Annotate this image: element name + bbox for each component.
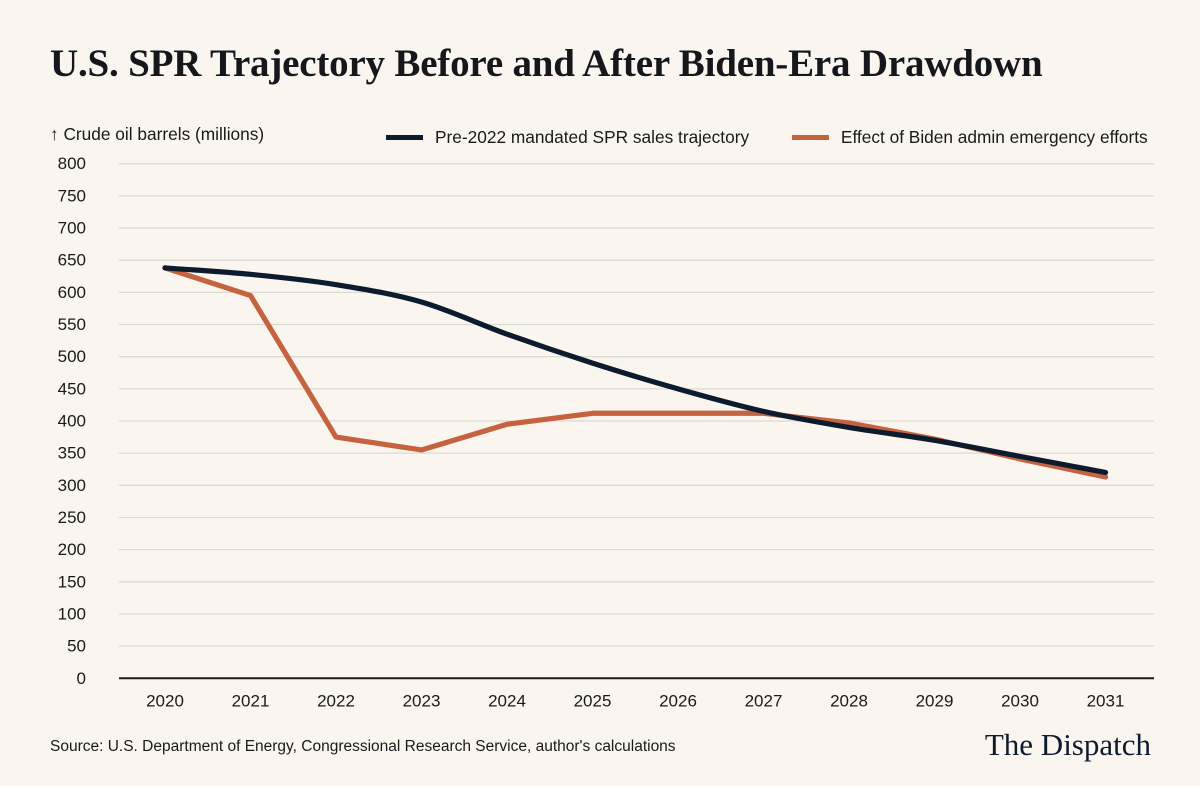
svg-text:2023: 2023 bbox=[403, 691, 441, 710]
svg-text:2027: 2027 bbox=[745, 691, 783, 710]
svg-text:600: 600 bbox=[58, 283, 86, 302]
svg-text:2022: 2022 bbox=[317, 691, 355, 710]
svg-text:2031: 2031 bbox=[1087, 691, 1125, 710]
svg-text:350: 350 bbox=[58, 444, 86, 463]
svg-text:0: 0 bbox=[77, 669, 86, 688]
svg-text:50: 50 bbox=[67, 637, 86, 656]
svg-text:150: 150 bbox=[58, 572, 86, 591]
svg-text:500: 500 bbox=[58, 347, 86, 366]
svg-text:2025: 2025 bbox=[574, 691, 612, 710]
svg-text:2020: 2020 bbox=[146, 691, 184, 710]
svg-text:450: 450 bbox=[58, 379, 86, 398]
svg-text:400: 400 bbox=[58, 412, 86, 431]
svg-text:650: 650 bbox=[58, 251, 86, 270]
svg-text:2026: 2026 bbox=[659, 691, 697, 710]
svg-text:2029: 2029 bbox=[916, 691, 954, 710]
svg-text:2024: 2024 bbox=[488, 691, 526, 710]
svg-text:200: 200 bbox=[58, 540, 86, 559]
svg-text:300: 300 bbox=[58, 476, 86, 495]
svg-text:750: 750 bbox=[58, 186, 86, 205]
svg-text:700: 700 bbox=[58, 219, 86, 238]
svg-text:550: 550 bbox=[58, 315, 86, 334]
svg-text:100: 100 bbox=[58, 604, 86, 623]
svg-text:2021: 2021 bbox=[232, 691, 270, 710]
svg-text:250: 250 bbox=[58, 508, 86, 527]
svg-text:800: 800 bbox=[58, 154, 86, 173]
svg-text:2028: 2028 bbox=[830, 691, 868, 710]
svg-text:2030: 2030 bbox=[1001, 691, 1039, 710]
